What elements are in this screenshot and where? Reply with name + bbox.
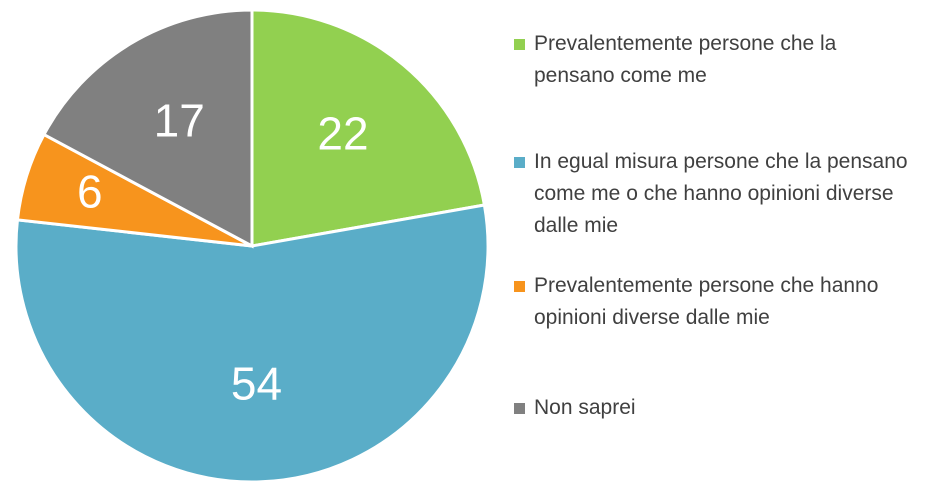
data-label: 6 xyxy=(77,166,103,218)
legend-label: Prevalentemente persone che hanno opinio… xyxy=(534,274,879,329)
legend-label: Non saprei xyxy=(534,396,636,419)
legend-label: Prevalentemente persone che la pensano c… xyxy=(534,32,837,87)
data-label: 22 xyxy=(317,108,368,160)
data-label: 54 xyxy=(231,358,282,410)
data-label: 17 xyxy=(154,95,205,147)
legend-swatch xyxy=(514,39,525,50)
legend-item: Prevalentemente persone che hanno opinio… xyxy=(514,270,918,334)
legend-swatch xyxy=(514,403,525,414)
legend-swatch xyxy=(514,157,525,168)
chart: 22 54 6 17 xyxy=(14,8,490,482)
legend-item: Non saprei xyxy=(514,392,918,424)
pie-slice xyxy=(250,8,487,248)
legend-label: In egual misura persone che la pensano c… xyxy=(534,150,908,237)
legend: Prevalentemente persone che la pensano c… xyxy=(514,0,924,482)
legend-swatch xyxy=(514,281,525,292)
pie-slice xyxy=(41,8,254,249)
legend-item: Prevalentemente persone che la pensano c… xyxy=(514,28,918,92)
legend-item: In egual misura persone che la pensano c… xyxy=(514,146,918,242)
